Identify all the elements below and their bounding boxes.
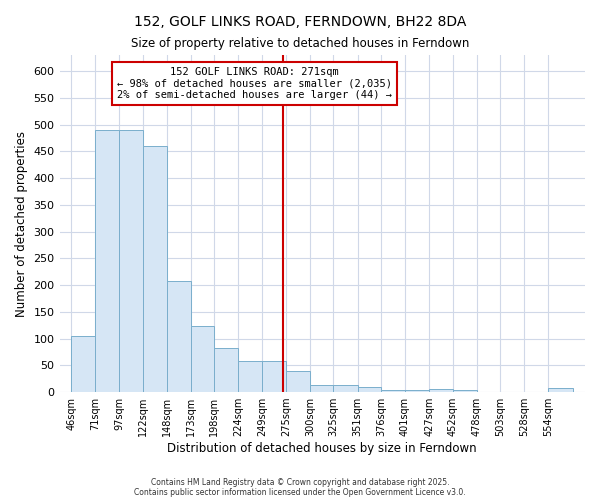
Bar [381, 390, 404, 392]
Bar [334, 385, 358, 392]
Bar [548, 388, 573, 392]
Bar [167, 281, 191, 392]
Bar [143, 146, 167, 392]
Text: Contains HM Land Registry data © Crown copyright and database right 2025.
Contai: Contains HM Land Registry data © Crown c… [134, 478, 466, 497]
Bar [404, 390, 429, 392]
Bar [310, 385, 334, 392]
Bar [452, 390, 477, 392]
X-axis label: Distribution of detached houses by size in Ferndown: Distribution of detached houses by size … [167, 442, 477, 455]
Bar [238, 361, 262, 392]
Bar [214, 348, 238, 392]
Text: 152, GOLF LINKS ROAD, FERNDOWN, BH22 8DA: 152, GOLF LINKS ROAD, FERNDOWN, BH22 8DA [134, 15, 466, 29]
Bar [191, 326, 214, 392]
Bar [71, 336, 95, 392]
Bar [119, 130, 143, 392]
Text: Size of property relative to detached houses in Ferndown: Size of property relative to detached ho… [131, 38, 469, 51]
Bar [358, 386, 381, 392]
Bar [286, 370, 310, 392]
Text: 152 GOLF LINKS ROAD: 271sqm
← 98% of detached houses are smaller (2,035)
2% of s: 152 GOLF LINKS ROAD: 271sqm ← 98% of det… [117, 67, 392, 100]
Bar [95, 130, 119, 392]
Y-axis label: Number of detached properties: Number of detached properties [15, 130, 28, 316]
Bar [429, 390, 452, 392]
Bar [262, 361, 286, 392]
